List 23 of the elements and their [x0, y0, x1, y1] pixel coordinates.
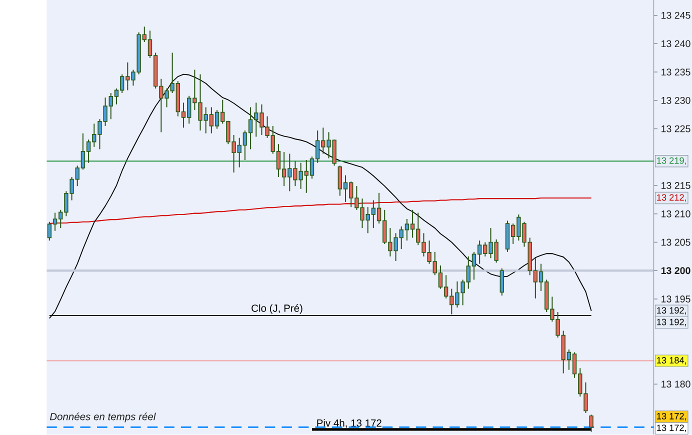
y-tick-label: 13 240 [662, 40, 690, 48]
y-tick-label: 13 205 [662, 238, 690, 246]
series-label: Piv 4h, 13 172 [317, 419, 382, 428]
y-tick-label: 13 245 [662, 12, 690, 19]
y-tick-label: 13 235 [662, 68, 690, 76]
y-tick-label: 13 200 [661, 267, 690, 274]
text: 13 192, [657, 318, 686, 327]
text: 13 172, [657, 424, 686, 432]
text: 13 192, [657, 307, 686, 315]
candlestick [500, 268, 504, 296]
ref-line-label: 13 219, [657, 158, 686, 166]
series-label: Clo (J, Pré) [252, 304, 302, 314]
ref-line-label: 13 172, [657, 413, 686, 421]
text: 13 212, [657, 194, 686, 202]
y-tick-label: 13 230 [662, 97, 690, 104]
y-tick-label: 13 210 [662, 210, 690, 218]
y-tick-label: 13 180 [662, 380, 690, 388]
candlestick [589, 414, 594, 432]
annotation: Données en temps réel [50, 412, 156, 422]
ref-line-label: 13 184, [657, 357, 686, 365]
y-tick-label: 13 225 [662, 126, 690, 132]
y-tick-label: 13 195 [662, 296, 690, 303]
y-tick-label: 13 215 [662, 182, 690, 190]
